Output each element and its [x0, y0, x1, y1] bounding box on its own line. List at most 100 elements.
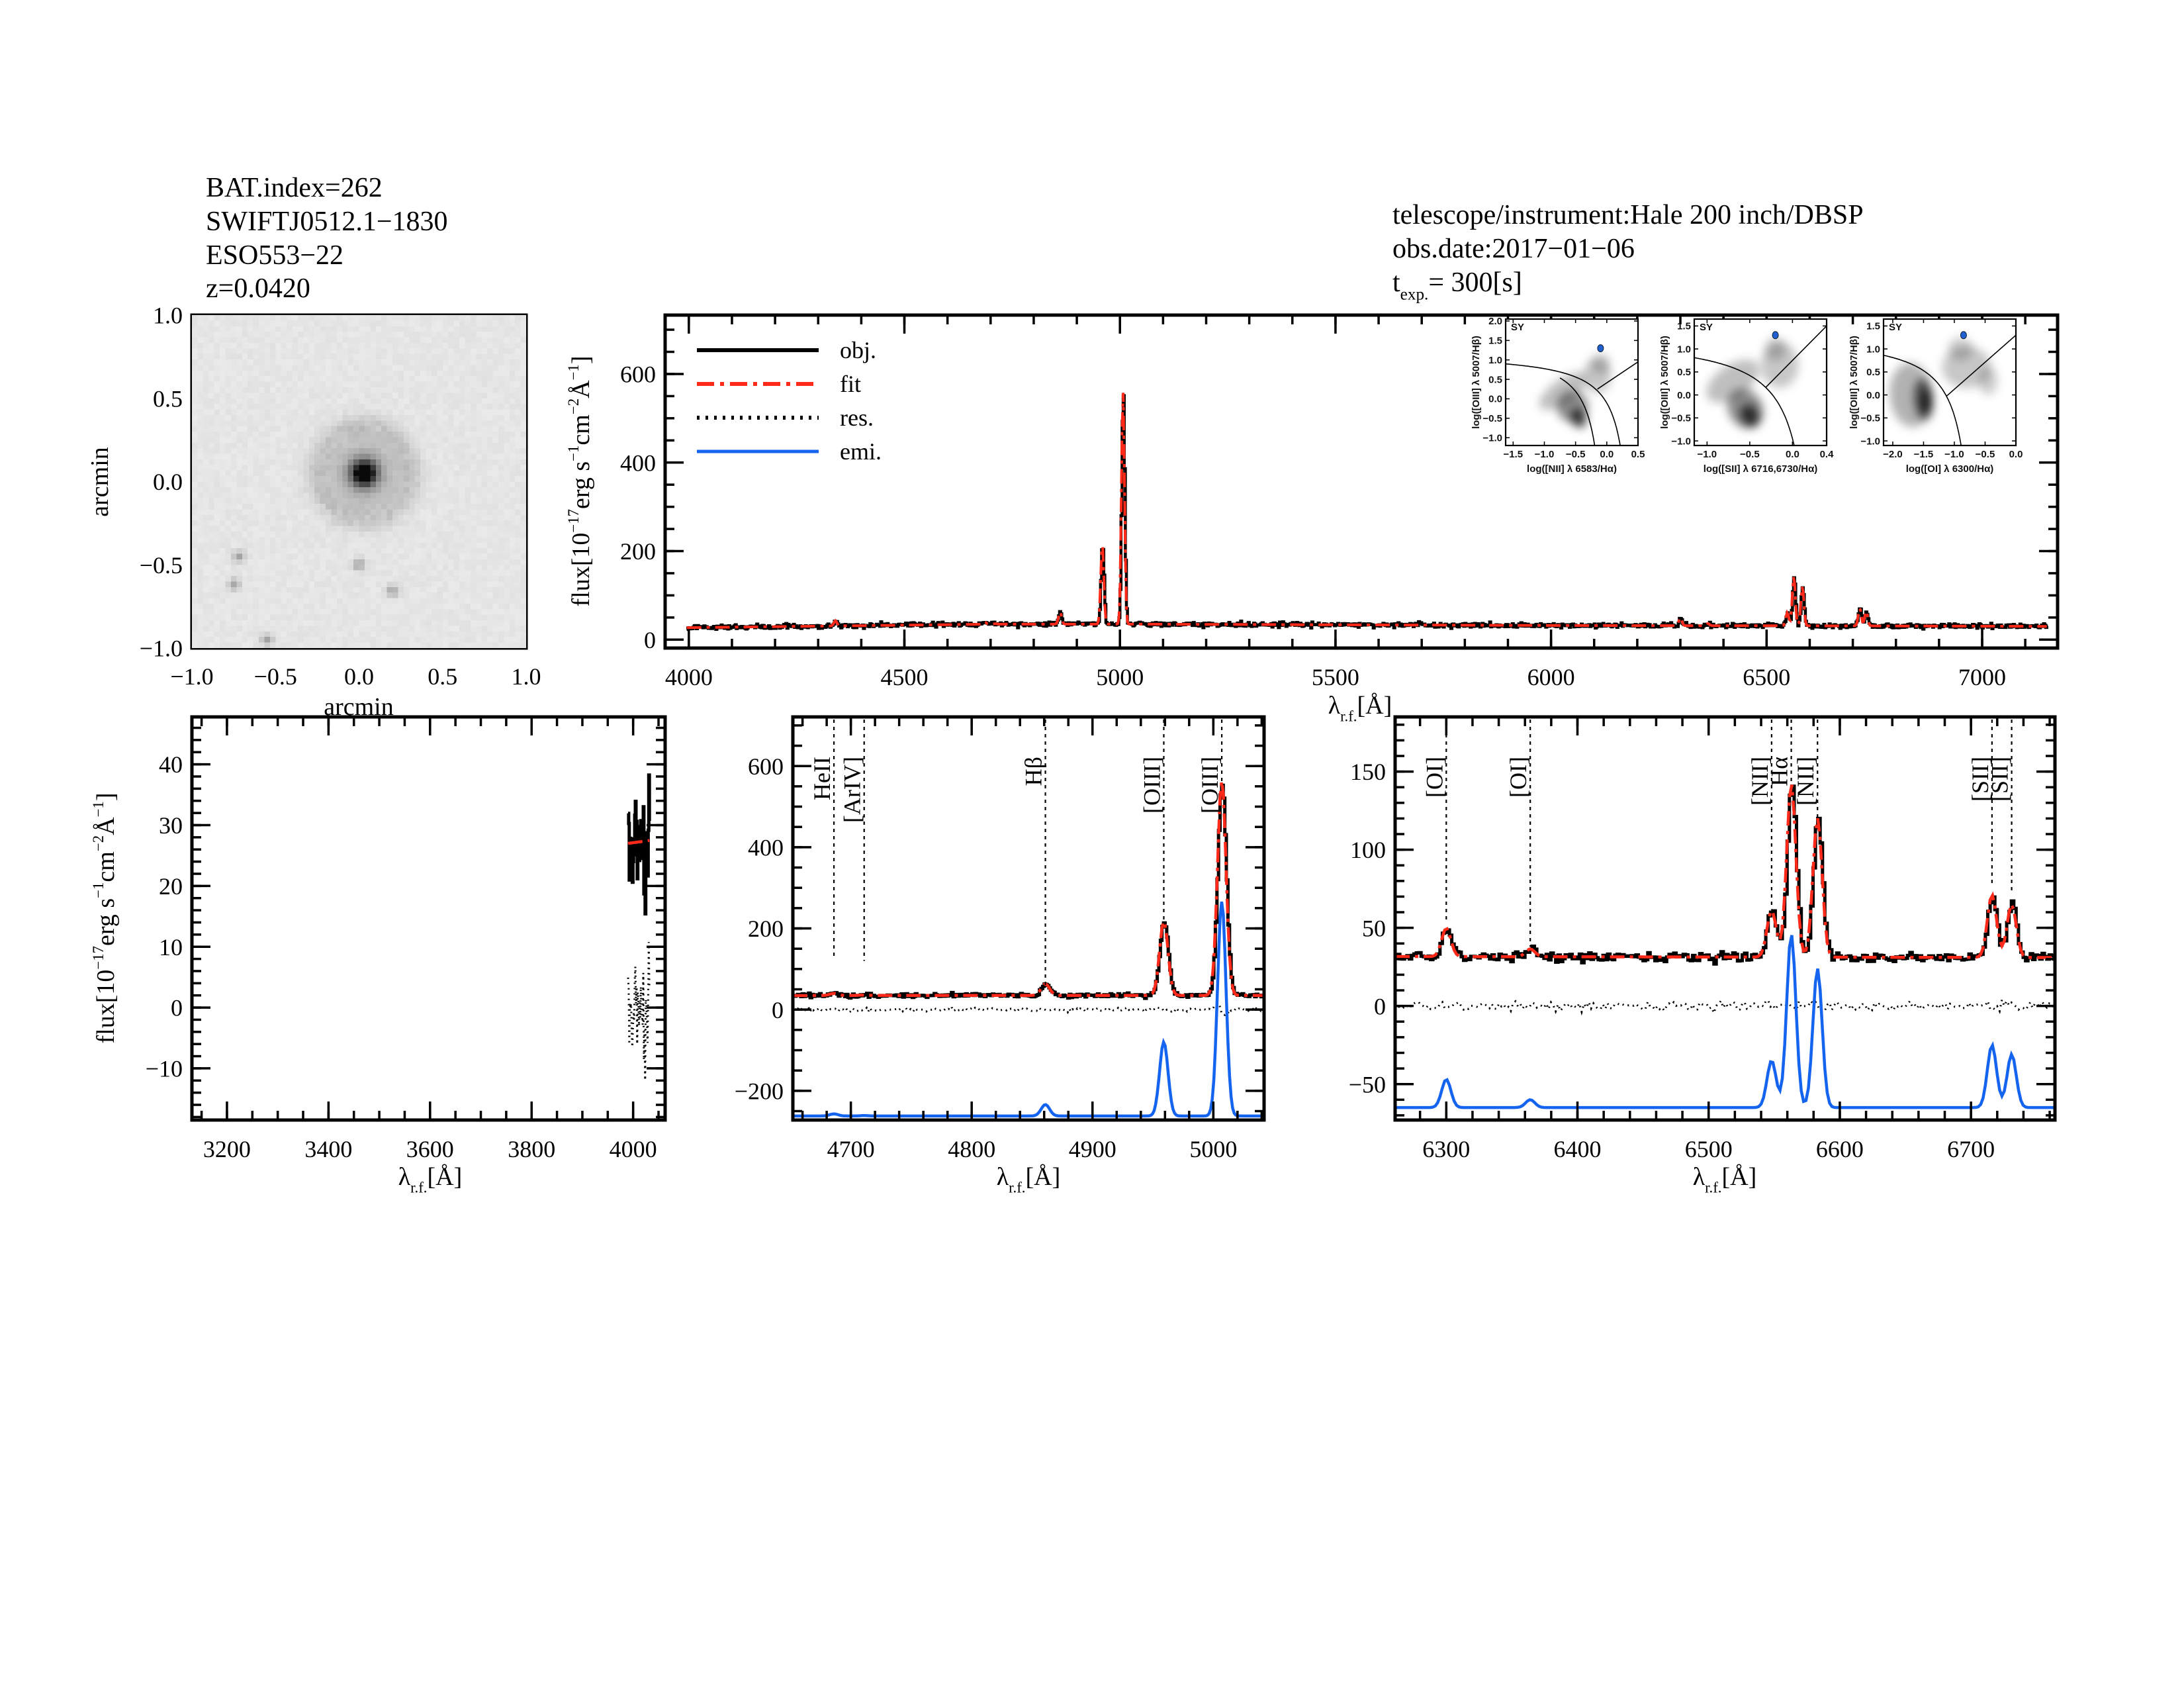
density-blob: [1922, 390, 1931, 414]
y-tick-label: 0: [772, 997, 784, 1023]
subscript: r.f.: [1705, 1179, 1721, 1196]
subscript: r.f.: [410, 1179, 427, 1196]
x-tick-label: 5000: [1096, 664, 1144, 690]
label-part: cm: [92, 851, 120, 882]
y-tick-label: 10: [159, 934, 183, 961]
x-tick-label: 7000: [1958, 664, 2006, 690]
y-tick-label: 0: [644, 627, 656, 653]
x-tick-label: 6000: [1527, 664, 1575, 690]
legend: obj. fit res. emi.: [697, 337, 882, 465]
legend-item-emi: emi.: [697, 438, 882, 465]
y-axis-label: log([OIII] λ 5007/Hβ): [1848, 336, 1860, 429]
y-tick-label: 600: [620, 361, 656, 388]
label-part: erg s: [92, 898, 120, 946]
plot-frame: [1693, 318, 1828, 447]
y-tick-label: −1.0: [140, 635, 183, 662]
series: [1395, 784, 2055, 1109]
label-part: t: [1392, 267, 1400, 298]
x-tick-label: 6500: [1743, 664, 1790, 690]
exposure-time: texp.= 300[s]: [1392, 267, 1522, 304]
y-tick-label: 0.5: [1866, 367, 1880, 378]
legend-label: obj.: [840, 337, 876, 363]
y-tick-label: 200: [748, 915, 784, 942]
fit-series: [686, 393, 2047, 630]
y-tick-label: 100: [1350, 837, 1386, 863]
fit-series: [793, 780, 1263, 998]
y-tick-label: 40: [159, 751, 183, 778]
y-tick-label: 1.0: [1677, 344, 1691, 355]
label-part: [Å]: [1026, 1163, 1061, 1191]
y-tick-label: 400: [620, 449, 656, 476]
halpha-nii-sii-spectrum-panel: [OI] [OI] [NII]Hα [NII] [SII][SII] 6300 6400 65…: [1349, 715, 2057, 1196]
y-axis-label: flux[10−17erg s−1cm−2Å−1]: [565, 356, 595, 607]
x-tick-label: 6300: [1422, 1136, 1470, 1162]
plot-frame: [1393, 715, 2057, 1122]
kauffmann-line: [1559, 377, 1596, 445]
density-contours: [1694, 325, 1827, 445]
y-tick-label: 200: [620, 538, 656, 565]
obs-date: obs.date:2017−01−06: [1392, 234, 1635, 264]
fit-series: [1395, 784, 2054, 959]
y-tick-label: −50: [1349, 1071, 1386, 1098]
density-blob: [1706, 359, 1759, 403]
y-tick-label: −1.0: [1671, 436, 1691, 447]
residual-series: [627, 942, 651, 1080]
y-tick-label: 1.0: [1866, 344, 1880, 355]
density-blob: [1741, 404, 1759, 427]
plot-frame: [791, 715, 1266, 1122]
plot-frame: [1882, 318, 2017, 447]
x-tick-label: −1.0: [1698, 449, 1717, 460]
line-marker-label: [OI]: [1505, 757, 1531, 798]
bat-index: BAT.index=262: [206, 173, 383, 203]
x-axis-label: λr.f.[Å]: [997, 1163, 1061, 1196]
label-part: λ: [997, 1163, 1009, 1191]
x-axis-label: λr.f.[Å]: [1328, 692, 1392, 724]
panels: −1.0−0.50.00.51.0−1.0−0.50.00.51.0DSS-1a…: [86, 303, 2060, 1196]
x-tick-label: −2.0: [1883, 449, 1903, 460]
x-axis-label: λr.f.[Å]: [1693, 1163, 1757, 1196]
label-part: cm: [567, 414, 595, 445]
y-tick-label: 600: [748, 753, 784, 780]
x-tick-label: −0.5: [1566, 449, 1586, 460]
legend-label: fit: [840, 371, 861, 397]
line-marker-label: HeII: [809, 757, 835, 800]
line-marker-label: [OIII]: [1197, 757, 1223, 814]
kewley-line: [1506, 363, 1621, 445]
swift-name: SWIFTJ0512.1−1830: [206, 207, 448, 237]
x-tick-label: 4900: [1069, 1136, 1116, 1162]
x-axis-label: log([SII] λ 6716,6730/Hα): [1704, 463, 1818, 475]
density-contours: [1506, 353, 1638, 445]
subscript: r.f.: [1340, 708, 1357, 724]
class-label: SY: [1700, 322, 1713, 333]
label-part: λ: [1693, 1163, 1706, 1191]
x-tick-label: 6400: [1554, 1136, 1602, 1162]
superscript: −1: [90, 801, 107, 817]
y-tick-label: 30: [159, 812, 183, 839]
x-tick-label: 4000: [610, 1136, 657, 1162]
bpt-data-point: [1772, 331, 1779, 340]
bpt-data-point: [1597, 344, 1604, 353]
x-tick-label: 3400: [304, 1136, 352, 1162]
label-part: λ: [1328, 692, 1341, 720]
emission-series: [793, 901, 1263, 1118]
legend-item-obj: obj.: [697, 337, 876, 363]
bpt-data-point: [1960, 331, 1967, 340]
ticks: [1395, 717, 2055, 1120]
superscript: −1: [90, 882, 107, 898]
series: [793, 780, 1264, 1118]
y-tick-label: 0.5: [1677, 367, 1691, 378]
label-part: [Å]: [428, 1163, 463, 1191]
line-marker-label: [OI]: [1421, 757, 1447, 798]
x-tick-label: −1.0: [170, 663, 213, 690]
x-axis-label: log([NII] λ 6583/Hα): [1527, 463, 1617, 475]
superscript: −17: [90, 946, 107, 970]
superscript: −2: [90, 835, 107, 851]
x-tick-label: 6500: [1685, 1136, 1733, 1162]
plot-frame: [1504, 318, 1639, 447]
label-part: λ: [398, 1163, 411, 1191]
density-blob: [1539, 372, 1588, 410]
x-tick-label: 0.0: [1786, 449, 1799, 460]
subscript: exp.: [1400, 286, 1429, 304]
y-tick-label: 0.0: [1677, 390, 1691, 401]
